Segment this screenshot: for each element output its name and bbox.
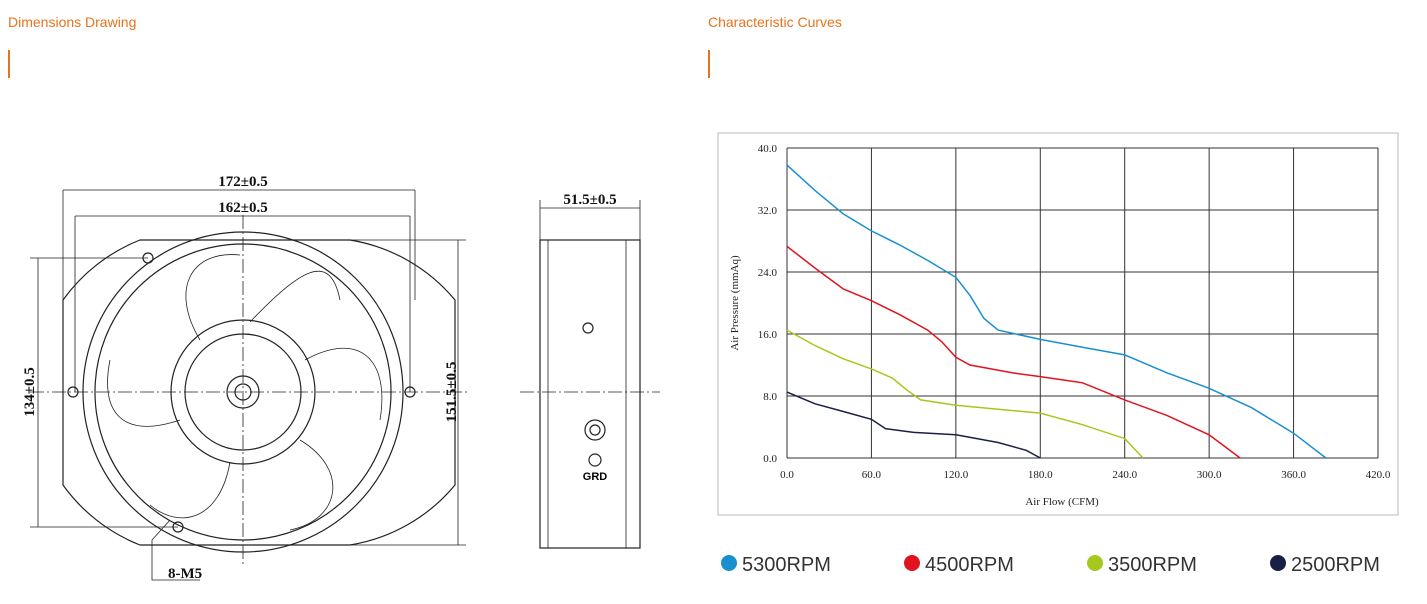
series-line bbox=[786, 164, 1327, 459]
legend-marker bbox=[721, 555, 737, 571]
legend-label: 2500RPM bbox=[1291, 554, 1380, 576]
dimension-label: 8-M5 bbox=[168, 566, 202, 582]
x-tick-label: 60.0 bbox=[862, 469, 882, 481]
dimension-label: 151.5±0.5 bbox=[444, 362, 460, 423]
section-title: Dimensions Drawing bbox=[8, 14, 136, 30]
series-line bbox=[786, 391, 1041, 459]
y-tick-label: 8.0 bbox=[763, 391, 777, 403]
legend-marker bbox=[904, 555, 920, 571]
legend-marker bbox=[1270, 555, 1286, 571]
chart-frame bbox=[717, 132, 1399, 516]
accent-bar bbox=[708, 50, 710, 78]
y-tick-label: 32.0 bbox=[758, 205, 778, 217]
chart: Air Flow (CFM) Air Pressure (mmAq) bbox=[717, 132, 1399, 516]
x-tick-label: 360.0 bbox=[1281, 469, 1306, 481]
legend-label: 3500RPM bbox=[1108, 554, 1197, 576]
x-tick-label: 180.0 bbox=[1028, 469, 1053, 481]
y-tick-label: 16.0 bbox=[758, 329, 778, 341]
y-tick-label: 40.0 bbox=[758, 143, 778, 155]
legend-label: 5300RPM bbox=[742, 554, 831, 576]
x-tick-label: 420.0 bbox=[1366, 469, 1391, 481]
dimension-label: 172±0.5 bbox=[218, 174, 267, 190]
y-axis-label: Air Pressure (mmAq) bbox=[729, 255, 741, 351]
x-tick-label: 120.0 bbox=[943, 469, 968, 481]
dimension-label: 51.5±0.5 bbox=[563, 192, 616, 208]
section-title: Characteristic Curves bbox=[708, 14, 842, 30]
x-tick-label: 300.0 bbox=[1197, 469, 1222, 481]
accent-bar bbox=[8, 50, 10, 78]
legend-marker bbox=[1087, 555, 1103, 571]
dimension-label: 134±0.5 bbox=[22, 367, 38, 416]
legend-label: 4500RPM bbox=[925, 554, 1014, 576]
y-tick-label: 24.0 bbox=[758, 267, 778, 279]
x-tick-label: 240.0 bbox=[1112, 469, 1137, 481]
x-axis-label: Air Flow (CFM) bbox=[1025, 496, 1099, 508]
x-tick-label: 0.0 bbox=[780, 469, 794, 481]
y-tick-label: 0.0 bbox=[763, 453, 777, 465]
dimension-label: GRD bbox=[583, 471, 608, 483]
series-line bbox=[786, 329, 1144, 459]
dimension-label: 162±0.5 bbox=[218, 200, 267, 216]
series-line bbox=[786, 245, 1241, 459]
dimensions-drawing: 172±0.5 162±0.5 134±0.5 151.5±0.5 8-M5 5… bbox=[22, 174, 660, 582]
